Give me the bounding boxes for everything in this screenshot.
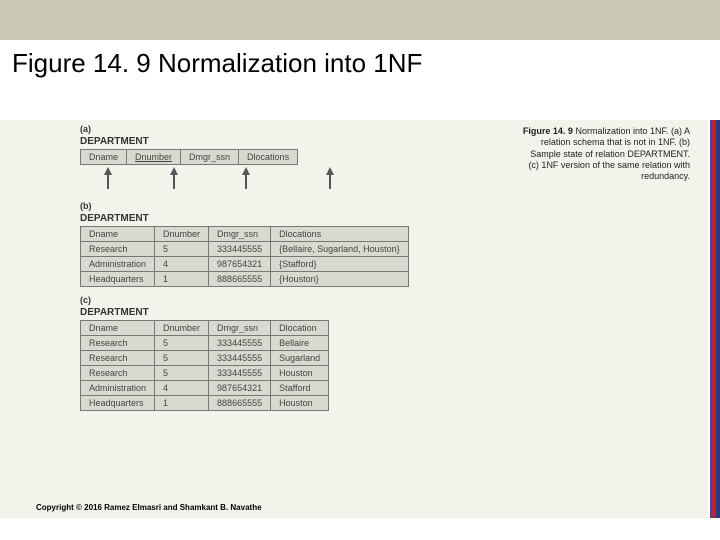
table-row: Headquarters 1 888665555 {Houston} <box>81 272 409 287</box>
cell: 1 <box>155 396 209 411</box>
cell: Administration <box>81 257 155 272</box>
col-header: Dmgr_ssn <box>209 227 271 242</box>
cell: 5 <box>155 242 209 257</box>
figure-caption: Figure 14. 9 Normalization into 1NF. (a)… <box>520 126 690 182</box>
copyright-footer: Copyright © 2016 Ramez Elmasri and Shamk… <box>36 503 262 512</box>
table-row: Administration 4 987654321 {Stafford} <box>81 257 409 272</box>
figure-area: (a) DEPARTMENT Dname Dnumber Dmgr_ssn Dl… <box>80 124 490 419</box>
cell: 333445555 <box>209 336 271 351</box>
rail-stripe <box>716 120 720 518</box>
figure-b: (b) DEPARTMENT Dname Dnumber Dmgr_ssn Dl… <box>80 201 490 287</box>
cell: Research <box>81 242 155 257</box>
col-header: Dnumber <box>127 150 181 165</box>
fig-c-table: Dname Dnumber Dmgr_ssn Dlocation Researc… <box>80 320 329 411</box>
cell: Administration <box>81 381 155 396</box>
fig-c-relname: DEPARTMENT <box>80 307 490 318</box>
table-row: Research 5 333445555 {Bellaire, Sugarlan… <box>81 242 409 257</box>
cell: 333445555 <box>209 351 271 366</box>
col-header: Dname <box>81 150 127 165</box>
cell: Research <box>81 366 155 381</box>
col-header: Dmgr_ssn <box>209 321 271 336</box>
cell: Bellaire <box>271 336 329 351</box>
cell: Houston <box>271 366 329 381</box>
table-row: Research 5 333445555 Houston <box>81 366 329 381</box>
cell: Houston <box>271 396 329 411</box>
cell: 333445555 <box>209 366 271 381</box>
fig-c-label: (c) <box>80 295 490 305</box>
col-header: Dnumber <box>155 227 209 242</box>
table-row: Research 5 333445555 Sugarland <box>81 351 329 366</box>
figure-a: (a) DEPARTMENT Dname Dnumber Dmgr_ssn Dl… <box>80 124 490 193</box>
col-header: Dlocations <box>271 227 409 242</box>
col-header: Dname <box>81 321 155 336</box>
table-row: Headquarters 1 888665555 Houston <box>81 396 329 411</box>
slide-title: Figure 14. 9 Normalization into 1NF <box>12 48 720 79</box>
content-area: Figure 14. 9 Normalization into 1NF. (a)… <box>0 120 708 518</box>
arrow-up-icon <box>326 167 334 189</box>
fig-a-relname: DEPARTMENT <box>80 136 490 147</box>
cell: 1 <box>155 272 209 287</box>
fig-a-schema-table: Dname Dnumber Dmgr_ssn Dlocations <box>80 149 298 165</box>
col-header: Dlocations <box>239 150 298 165</box>
fig-b-label: (b) <box>80 201 490 211</box>
fig-a-arrows <box>80 167 490 193</box>
cell: Headquarters <box>81 396 155 411</box>
right-color-rail <box>710 120 720 518</box>
cell: Research <box>81 351 155 366</box>
cell: Headquarters <box>81 272 155 287</box>
cell: 5 <box>155 351 209 366</box>
fig-b-relname: DEPARTMENT <box>80 213 490 224</box>
col-header: Dmgr_ssn <box>181 150 239 165</box>
cell: Sugarland <box>271 351 329 366</box>
cell: Research <box>81 336 155 351</box>
cell: 333445555 <box>209 242 271 257</box>
cell: 987654321 <box>209 257 271 272</box>
table-row: Research 5 333445555 Bellaire <box>81 336 329 351</box>
cell: 4 <box>155 381 209 396</box>
col-header: Dnumber <box>155 321 209 336</box>
cell: Stafford <box>271 381 329 396</box>
arrow-up-icon <box>170 167 178 189</box>
fig-b-table: Dname Dnumber Dmgr_ssn Dlocations Resear… <box>80 226 409 287</box>
col-header: Dname <box>81 227 155 242</box>
cell: 4 <box>155 257 209 272</box>
table-row: Administration 4 987654321 Stafford <box>81 381 329 396</box>
col-header: Dlocation <box>271 321 329 336</box>
cell: 5 <box>155 366 209 381</box>
caption-title: Figure 14. 9 <box>523 126 573 136</box>
cell: {Bellaire, Sugarland, Houston} <box>271 242 409 257</box>
cell: 987654321 <box>209 381 271 396</box>
cell: 888665555 <box>209 396 271 411</box>
cell: 888665555 <box>209 272 271 287</box>
arrow-up-icon <box>242 167 250 189</box>
top-strip <box>0 0 720 40</box>
arrow-up-icon <box>104 167 112 189</box>
cell: {Houston} <box>271 272 409 287</box>
cell: 5 <box>155 336 209 351</box>
fig-a-label: (a) <box>80 124 490 134</box>
cell: {Stafford} <box>271 257 409 272</box>
figure-c: (c) DEPARTMENT Dname Dnumber Dmgr_ssn Dl… <box>80 295 490 411</box>
